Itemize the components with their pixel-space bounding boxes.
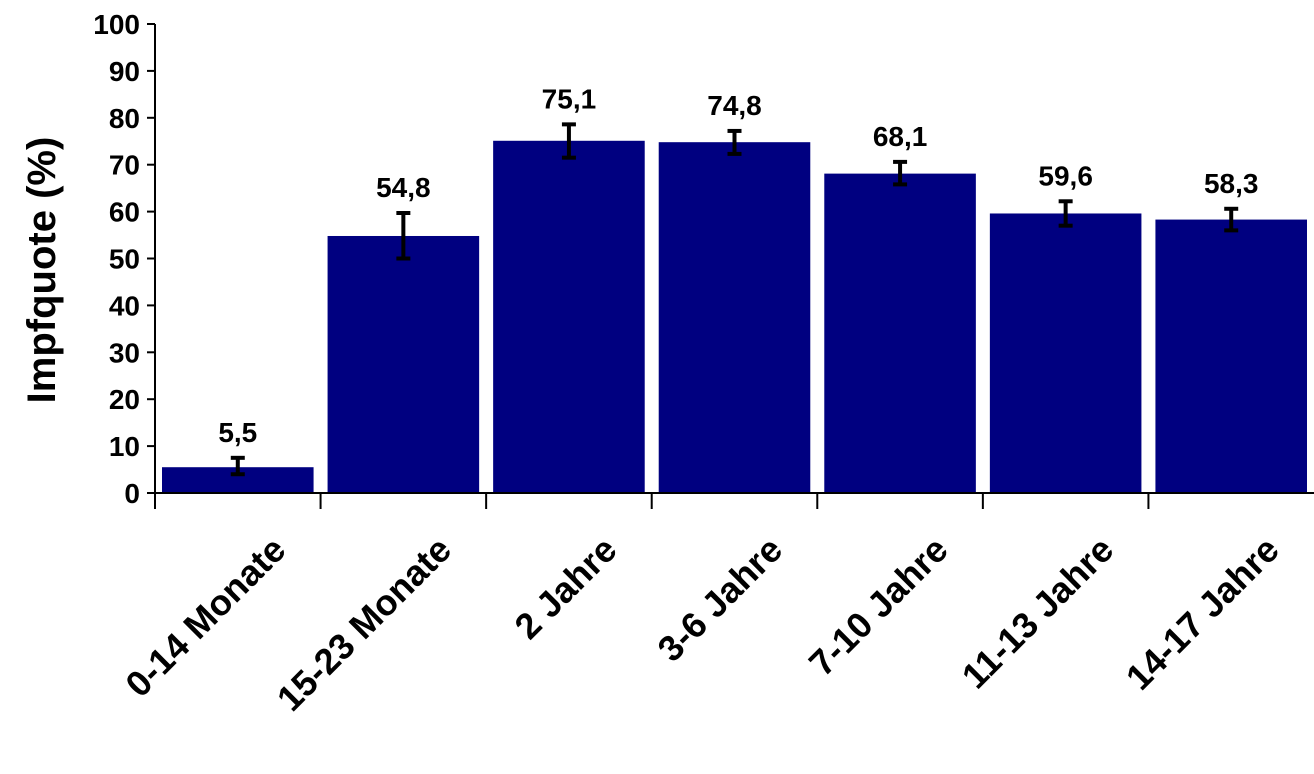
bar bbox=[493, 140, 645, 493]
bar bbox=[989, 213, 1142, 493]
x-category-label: 0-14 Monate bbox=[117, 529, 293, 705]
data-label: 58,3 bbox=[1204, 168, 1259, 199]
bar bbox=[824, 173, 976, 493]
y-axis-title: Impfquote (%) bbox=[20, 137, 64, 404]
data-label: 75,1 bbox=[542, 83, 597, 114]
error-bar bbox=[1224, 206, 1239, 233]
error-bar bbox=[893, 159, 908, 187]
x-category-label: 2 Jahre bbox=[506, 529, 624, 647]
error-bar bbox=[727, 128, 742, 156]
bar bbox=[327, 235, 480, 493]
y-axis-title-group: Impfquote (%) bbox=[20, 137, 64, 404]
y-axis-ticks: 0 10 20 30 40 50 60 70 80 90 100 bbox=[93, 9, 155, 509]
y-tick-label: 50 bbox=[109, 244, 140, 275]
data-labels: 5,5 54,8 75,1 74,8 68,1 59,6 58,3 bbox=[218, 83, 1258, 447]
x-category-label: 3-6 Jahre bbox=[649, 529, 790, 670]
y-tick-label: 40 bbox=[109, 290, 140, 321]
y-tick-label: 90 bbox=[109, 56, 140, 87]
y-tick-label: 70 bbox=[109, 150, 140, 181]
error-bar bbox=[561, 122, 576, 160]
error-bars bbox=[230, 122, 1239, 477]
y-tick-label: 100 bbox=[93, 9, 140, 40]
y-tick-label: 60 bbox=[109, 197, 140, 228]
error-bar bbox=[396, 211, 411, 261]
error-bar bbox=[1058, 199, 1073, 228]
bar bbox=[658, 142, 811, 494]
x-category-label: 14-17 Jahre bbox=[1118, 529, 1287, 698]
data-label: 68,1 bbox=[873, 121, 928, 152]
y-tick-label: 20 bbox=[109, 384, 140, 415]
axes bbox=[154, 24, 1314, 509]
y-tick-label: 30 bbox=[109, 337, 140, 368]
y-tick-label: 80 bbox=[109, 103, 140, 134]
data-label: 59,6 bbox=[1038, 160, 1093, 191]
x-category-label: 11-13 Jahre bbox=[954, 529, 1122, 697]
data-label: 74,8 bbox=[707, 90, 762, 121]
error-bar bbox=[230, 455, 245, 477]
data-label: 54,8 bbox=[376, 172, 431, 203]
y-tick-label: 0 bbox=[124, 478, 140, 509]
x-category-label: 15-23 Monate bbox=[269, 529, 459, 719]
data-label: 5,5 bbox=[218, 417, 257, 448]
x-category-label: 7-10 Jahre bbox=[801, 529, 956, 684]
y-tick-label: 10 bbox=[109, 431, 140, 462]
bars bbox=[162, 140, 1307, 494]
bar bbox=[1155, 219, 1307, 493]
